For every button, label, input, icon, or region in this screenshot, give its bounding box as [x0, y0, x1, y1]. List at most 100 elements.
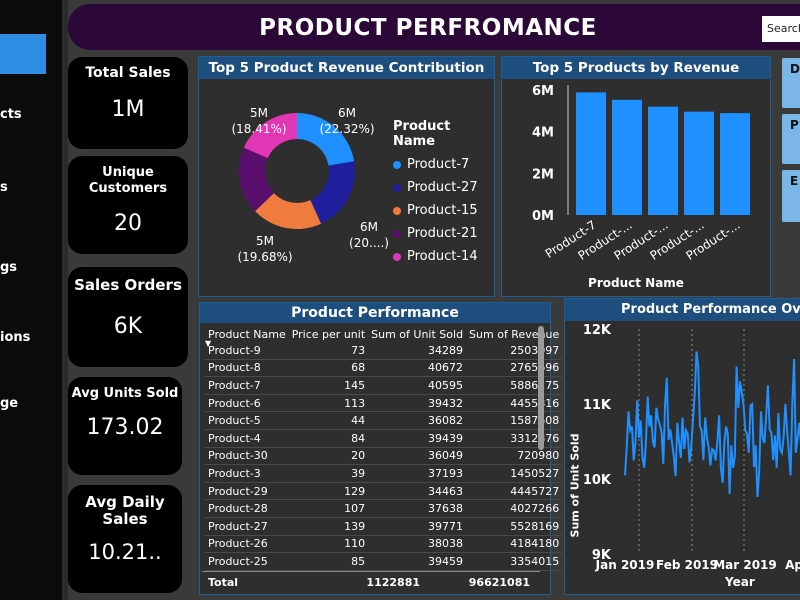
legend-swatch [393, 183, 401, 192]
donut-data-label: 6M [360, 220, 378, 234]
legend-swatch [393, 252, 401, 261]
donut-chart: 5M (18.41%) 6M (22.32%) 6M (20....) 5M (19.68%) [231, 106, 389, 264]
donut-pct-label: (19.68%) [237, 250, 292, 264]
bar-y-tick: 2M [532, 167, 554, 182]
line-x-tick: Mar 2019 [713, 558, 777, 572]
table-cell: 3354015 [510, 554, 560, 568]
legend-label: Product-7 [407, 157, 470, 172]
legend-item[interactable]: Product-14 [393, 245, 494, 268]
table-row[interactable]: Product-3 39 37193 1450527 [205, 465, 563, 483]
donut-slice[interactable] [310, 161, 355, 224]
donut-data-label: 5M [256, 234, 274, 248]
table-row[interactable]: Product-28 107 37638 4027266 [205, 500, 563, 518]
table-cell: 39459 [428, 554, 464, 568]
table-cell: 36082 [428, 414, 464, 428]
table-column-header[interactable]: Price per unit [291, 327, 366, 341]
table-row[interactable]: Product-5 44 36082 1587608 [205, 412, 563, 430]
donut-slice[interactable] [297, 113, 355, 166]
table-column-header[interactable]: Sum of Unit Sold [371, 327, 464, 341]
bar[interactable] [648, 106, 678, 215]
line-x-tick: Apr [785, 558, 800, 572]
table-cell: 110 [344, 537, 366, 551]
table-cell: 139 [344, 519, 366, 533]
table-cell: Product-5 [208, 414, 261, 428]
kpi-card-total-sales: Total Sales 1M [68, 57, 188, 149]
bar-chart-xlabel: Product Name [588, 276, 684, 290]
legend-item[interactable]: Product-7 [393, 153, 494, 176]
table-scrollbar[interactable] [538, 326, 544, 450]
line-chart-ylabel: Sum of Unit Sold [568, 433, 582, 538]
search-input[interactable]: Search [762, 16, 800, 42]
table-row[interactable]: Product-27 139 39771 5528169 [205, 517, 563, 536]
table-row[interactable]: Product-29 129 34463 4445727 [205, 482, 563, 500]
legend-item[interactable]: Product-15 [393, 199, 494, 222]
sort-arrow-icon[interactable]: ▼ [205, 339, 212, 348]
legend-swatch [393, 229, 401, 238]
bar-chart-card: Top 5 Products by Revenue 6M 4M 2M 0M Produc… [501, 56, 771, 297]
nav-item[interactable]: s [0, 180, 8, 195]
table-cell: 1450527 [510, 466, 560, 480]
legend-item[interactable]: Product-27 [393, 176, 494, 199]
table-cell: 4184180 [510, 537, 560, 551]
kpi-label: Avg Daily Sales [85, 493, 165, 528]
table-cell: Product-27 [208, 519, 268, 533]
table-row[interactable]: Product-6 113 39432 4455816 [205, 394, 563, 412]
nav-item[interactable]: cts [0, 107, 22, 122]
donut-slice[interactable] [239, 147, 274, 212]
table-row[interactable]: Product-30 20 36049 720980 [205, 447, 563, 465]
donut-pct-label: (20....) [349, 236, 389, 250]
table-row[interactable]: Product-26 110 38038 4184180 [205, 535, 563, 553]
nav-active-item[interactable] [0, 34, 46, 74]
table-cell: Product-4 [208, 431, 261, 445]
table-row[interactable]: Product-8 68 40672 2765696 [205, 359, 563, 377]
donut-slice[interactable] [243, 113, 297, 159]
table-cell: 39771 [428, 519, 464, 533]
nav-divider [62, 0, 68, 600]
table-cell: 145 [344, 378, 366, 392]
kpi-label: Avg Units Sold [71, 386, 179, 401]
line-y-tick: 9K [592, 548, 612, 563]
line-series[interactable] [624, 351, 800, 498]
line-y-tick: 12K [583, 323, 612, 338]
table-cell: 107 [344, 502, 366, 516]
kpi-value: 6K [113, 314, 143, 339]
bar[interactable] [576, 92, 606, 215]
kpi-label: Total Sales [85, 65, 171, 81]
filter-slicer[interactable]: E [782, 170, 800, 222]
table-column-header[interactable]: Product Name [208, 327, 286, 341]
line-chart-xlabel: Year [725, 575, 755, 589]
table-cell: 34289 [428, 343, 464, 357]
filter-slicer[interactable]: P [782, 114, 800, 164]
table-cell: 2765696 [510, 361, 560, 375]
bar[interactable] [612, 99, 642, 215]
nav-item[interactable]: ge [0, 396, 19, 411]
bar[interactable] [684, 111, 714, 215]
table-cell: 84 [351, 431, 366, 445]
table-cell: Product-30 [208, 449, 268, 463]
table-cell: Product-29 [208, 484, 268, 498]
table-column-header[interactable]: Sum of Revenue [469, 327, 560, 341]
table-cell: Product-26 [208, 537, 268, 551]
kpi-value: 1M [111, 97, 145, 122]
legend-item[interactable]: Product-21 [393, 222, 494, 245]
table-cell: 2503097 [510, 343, 560, 357]
donut-chart-card: Top 5 Product Revenue Contribution 5M (18… [198, 56, 495, 297]
filter-slicer[interactable]: D [782, 58, 800, 108]
table-cell: 73 [351, 343, 366, 357]
table-row[interactable]: Product-4 84 39439 3312876 [205, 429, 563, 448]
bar[interactable] [720, 113, 750, 215]
table-row[interactable]: Product-25 85 39459 3354015 [205, 553, 563, 571]
table-cell: 720980 [517, 449, 560, 463]
donut-data-label: 6M [338, 106, 356, 120]
table-cell: 68 [351, 361, 366, 375]
table-cell: 36049 [428, 449, 464, 463]
donut-slice[interactable] [255, 193, 322, 229]
table-cell: 39 [351, 466, 366, 480]
nav-item[interactable]: ions [0, 330, 31, 345]
table-cell: 5528169 [510, 519, 560, 533]
table-row[interactable]: Product-7 145 40595 5886275 [205, 377, 563, 395]
table-cell: 5886275 [510, 378, 560, 392]
nav-item[interactable]: gs [0, 260, 18, 275]
table-row[interactable]: Product-9 73 34289 2503097 [205, 342, 563, 360]
bar-chart: 6M4M2M0MProduct-7Product-...Product-...P… [532, 84, 750, 263]
